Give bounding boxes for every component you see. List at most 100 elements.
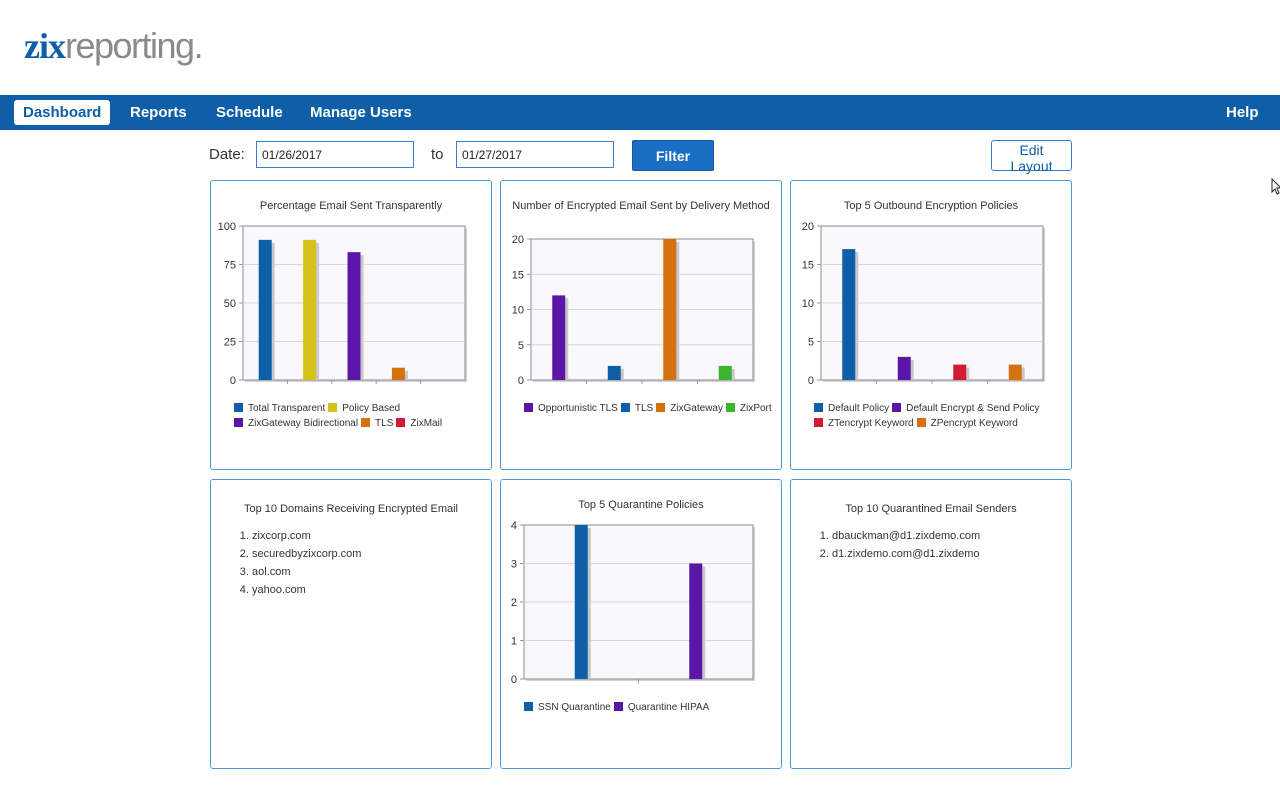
nav-dashboard[interactable]: Dashboard [14, 100, 111, 125]
panel-quarantine: Top 5 Quarantine Policies 4 3 2 1 0 SSN Quar… [500, 479, 782, 769]
logo-reporting: reporting [64, 25, 195, 66]
legend-swatch [814, 418, 823, 427]
panel-transparent: Percentage Email Sent Transparently 100 7… [210, 180, 492, 470]
legend-item: Total Transparent [234, 401, 325, 416]
panel-delivery-title: Number of Encrypted Email Sent by Delive… [512, 200, 770, 212]
legend-item: Default Policy [814, 401, 889, 416]
legend-swatch [656, 403, 666, 412]
legend-label: Default Encrypt & Send Policy [906, 403, 1040, 414]
date-from-input[interactable] [256, 141, 414, 168]
legend-label: ZixGateway Bidirectional [248, 418, 359, 429]
legend-label: TLS [375, 418, 394, 429]
y-tick-label: 1 [511, 636, 517, 648]
legend-swatch [396, 418, 406, 427]
legend-item: TLS [620, 401, 654, 416]
filter-button[interactable]: Filter [632, 140, 714, 171]
legend-label: ZixPort [740, 403, 772, 414]
y-tick-label: 20 [802, 221, 814, 233]
bar-default-policy [842, 249, 856, 380]
chart-quarantine-legend: SSN Quarantine Quarantine HIPAA [524, 700, 774, 715]
y-tick-label: 5 [518, 340, 524, 352]
list-item: securedbyzixcorp.com [252, 545, 361, 563]
list-item: aol.com [252, 563, 361, 581]
y-tick-label: 0 [808, 375, 814, 387]
bar-tls [391, 367, 405, 380]
panel-quarantine-title: Top 5 Quarantine Policies [578, 499, 704, 511]
senders-list: dbauckman@d1.zixdemo.com d1.zixdemo.com@… [814, 527, 980, 563]
legend-swatch [234, 418, 243, 427]
panel-domains: Top 10 Domains Receiving Encrypted Email… [210, 479, 492, 769]
y-tick-label: 10 [512, 305, 524, 317]
zixreporting-logo: zixreporting. [24, 25, 204, 67]
panel-senders: Top 10 Quarantined Email Senders dbauckm… [790, 479, 1072, 769]
bar-policy-based [303, 239, 317, 380]
main-navbar: Dashboard Reports Schedule Manage Users … [0, 95, 1280, 130]
chart-delivery: 20 15 10 5 0 [512, 234, 755, 387]
bar-ztencrypt-keyword [953, 364, 967, 380]
domains-list: zixcorp.com securedbyzixcorp.com aol.com… [234, 527, 361, 599]
bar-opportunistic-tls [552, 295, 566, 380]
y-tick-label: 20 [512, 234, 524, 246]
mouse-cursor-icon [1271, 178, 1280, 195]
chart-outbound: 20 15 10 5 0 [802, 221, 1045, 387]
nav-schedule[interactable]: Schedule [216, 104, 283, 121]
legend-label: ZTencrypt Keyword [828, 418, 914, 429]
panel-outbound-title: Top 5 Outbound Encryption Policies [843, 200, 1019, 212]
chart-quarantine: 4 3 2 1 0 [511, 520, 755, 686]
nav-help[interactable]: Help [1226, 104, 1259, 121]
nav-reports[interactable]: Reports [130, 104, 187, 121]
bar-zixport [718, 365, 732, 380]
y-tick-label: 100 [218, 221, 236, 233]
legend-swatch [234, 403, 243, 412]
legend-item: ZixMail [396, 416, 442, 431]
bar-default-encrypt-send-policy [897, 356, 911, 380]
y-tick-label: 0 [518, 375, 524, 387]
bar-zpencrypt-keyword [1008, 364, 1022, 380]
logo-dot: . [193, 25, 204, 66]
legend-item: SSN Quarantine [524, 700, 611, 715]
nav-manage-users[interactable]: Manage Users [310, 104, 412, 121]
legend-label: SSN Quarantine [538, 702, 611, 713]
legend-label: ZixGateway [670, 403, 723, 414]
legend-item: TLS [361, 416, 393, 431]
chart-transparent-legend: Total Transparent Policy Based ZixGateway … [234, 401, 484, 431]
legend-label: Opportunistic TLS [538, 403, 618, 414]
bar-quarantine-hipaa [689, 563, 703, 679]
list-item: d1.zixdemo.com@d1.zixdemo [832, 545, 980, 563]
legend-swatch [726, 403, 735, 412]
date-label: Date: [209, 146, 245, 163]
y-tick-label: 4 [511, 520, 517, 532]
legend-swatch [524, 702, 533, 711]
legend-label: Policy Based [342, 403, 401, 414]
list-item: zixcorp.com [252, 527, 361, 545]
bar-tls [607, 365, 621, 380]
y-tick-label: 10 [802, 298, 814, 310]
legend-swatch [328, 403, 338, 412]
bar-ssn-quarantine [574, 525, 588, 679]
legend-item: Opportunistic TLS [524, 401, 618, 416]
legend-item: Policy Based [328, 401, 400, 416]
legend-swatch [892, 403, 902, 412]
legend-label: ZixMail [410, 418, 443, 429]
y-tick-label: 5 [808, 337, 814, 349]
bar-zixgateway-bidirectional [347, 252, 361, 380]
legend-label: Default Policy [828, 403, 890, 414]
y-tick-label: 50 [224, 298, 236, 310]
legend-label: TLS [634, 403, 654, 414]
panel-transparent-title: Percentage Email Sent Transparently [259, 200, 443, 212]
legend-item: Default Encrypt & Send Policy [892, 401, 1040, 416]
legend-swatch [620, 403, 630, 412]
legend-swatch [524, 403, 533, 412]
legend-swatch [916, 418, 926, 427]
y-tick-label: 15 [512, 269, 524, 281]
legend-item: ZixPort [726, 401, 772, 416]
legend-swatch [613, 702, 623, 711]
list-item: yahoo.com [252, 581, 361, 599]
edit-layout-button[interactable]: Edit Layout [991, 140, 1072, 174]
y-tick-label: 15 [802, 260, 814, 272]
list-item: dbauckman@d1.zixdemo.com [832, 527, 980, 545]
y-tick-label: 0 [230, 375, 236, 387]
legend-item: ZixGateway Bidirectional [234, 416, 358, 431]
date-to-input[interactable] [456, 141, 614, 168]
y-tick-label: 3 [511, 559, 517, 571]
